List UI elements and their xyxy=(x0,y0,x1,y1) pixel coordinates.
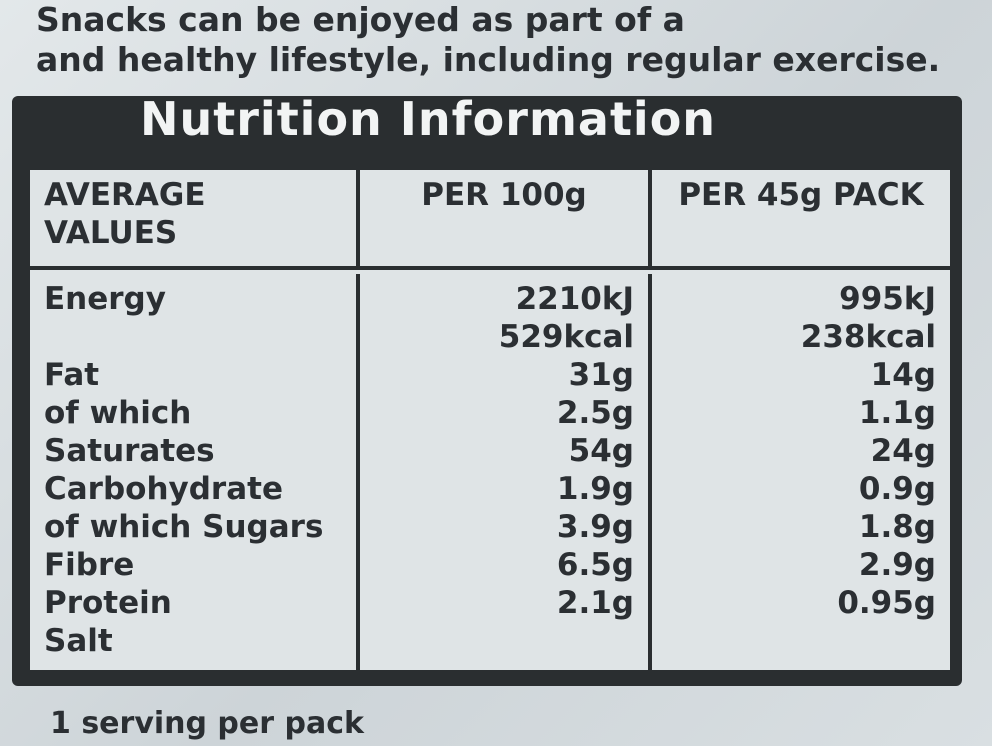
value-per-100g: 3.9g xyxy=(556,509,634,545)
value-per-pack: 238kcal xyxy=(800,319,936,355)
nutrient-label: Protein xyxy=(44,585,172,621)
value-per-100g: 2.1g xyxy=(556,585,634,621)
nutrition-table: AVERAGE VALUES PER 100g PER 45g PACK Ene… xyxy=(30,170,950,670)
value-per-pack: 0.95g xyxy=(837,585,936,621)
value-per-pack: 0.9g xyxy=(858,471,936,507)
table-cell: 2210kJ 529kcal 31g 2.5g 54g 1.9g 3.9g 6.5g 2.1g xyxy=(360,274,652,670)
value-per-100g: 54g xyxy=(568,433,634,469)
table-title: Nutrition Information xyxy=(140,92,717,146)
value-per-pack: 995kJ xyxy=(839,281,936,317)
table-cell: Energy Fat of which Saturates Carbohydrate… xyxy=(30,274,360,670)
value-per-pack: 1.1g xyxy=(858,395,936,431)
nutrient-label: Carbohydrate xyxy=(44,471,283,507)
header-cell: PER 100g xyxy=(360,170,652,270)
nutrient-label: Salt xyxy=(44,623,113,659)
header-cell: AVERAGE VALUES xyxy=(30,170,360,270)
nutrient-label: Fat xyxy=(44,357,100,393)
footer-note: 1 serving per pack xyxy=(50,706,364,741)
value-per-pack: 1.8g xyxy=(858,509,936,545)
value-per-100g: 6.5g xyxy=(556,547,634,583)
value-per-pack: 2.9g xyxy=(858,547,936,583)
nutrient-label: of which Saturates xyxy=(44,395,215,469)
spacer xyxy=(44,318,342,356)
value-per-pack: 14g xyxy=(870,357,936,393)
nutrient-label: Energy xyxy=(44,281,166,317)
intro-line: Snacks can be enjoyed as part of a xyxy=(36,0,685,39)
value-per-100g: 2210kJ xyxy=(515,281,634,317)
nutrient-label: of which Sugars xyxy=(44,509,324,545)
header-cell: PER 45g PACK xyxy=(652,170,950,270)
value-per-100g: 1.9g xyxy=(556,471,634,507)
value-per-100g: 529kcal xyxy=(498,319,634,355)
nutrient-label: Fibre xyxy=(44,547,135,583)
table-cell: 995kJ 238kcal 14g 1.1g 24g 0.9g 1.8g 2.9g 0.95g xyxy=(652,274,950,670)
value-per-pack: 24g xyxy=(870,433,936,469)
intro-line: and healthy lifestyle, including regular… xyxy=(36,40,941,79)
value-per-100g: 2.5g xyxy=(556,395,634,431)
value-per-100g: 31g xyxy=(568,357,634,393)
